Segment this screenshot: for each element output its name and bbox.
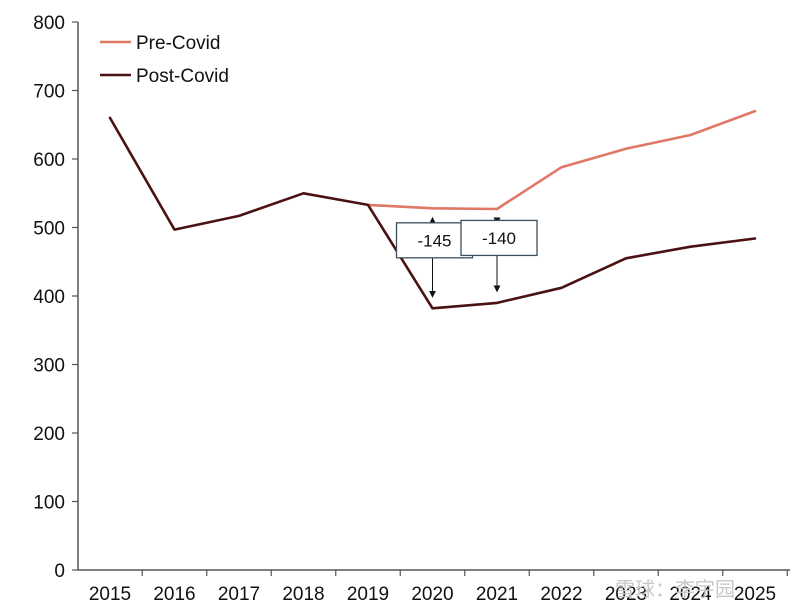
data-point-post-covid [237, 214, 241, 218]
y-tick-label: 700 [33, 82, 65, 103]
x-tick-label: 2020 [411, 584, 453, 605]
x-tick-label: 2018 [282, 584, 324, 605]
legend: Pre-Covid Post-Covid [100, 33, 229, 87]
legend-label-pre-covid: Pre-Covid [136, 33, 220, 54]
x-tick-label: 2023 [605, 584, 647, 605]
series-layer [108, 109, 757, 310]
data-point-pre-covid [560, 165, 564, 169]
y-tick-label: 500 [33, 219, 65, 240]
data-point-pre-covid [753, 109, 757, 113]
x-tick-label: 2025 [734, 584, 776, 605]
y-tick-label: 300 [33, 356, 65, 377]
y-tick-label: 800 [33, 13, 65, 34]
x-tick-label: 2017 [218, 584, 260, 605]
annotation-layer: -145 -140 [395, 216, 538, 298]
annotation-label: -145 [417, 231, 451, 250]
data-point-pre-covid [495, 207, 499, 211]
x-tick-label: 2022 [540, 584, 582, 605]
data-point-post-covid [495, 301, 499, 305]
legend-item-pre-covid: Pre-Covid [100, 33, 220, 54]
watermark-text: 雪球：李宇园 [615, 577, 735, 601]
y-tick-label: 400 [33, 287, 65, 308]
data-point-pre-covid [624, 147, 628, 151]
data-point-post-covid [689, 245, 693, 249]
y-tick-label: 600 [33, 150, 65, 171]
y-tick-label: 200 [33, 424, 65, 445]
y-tick-label: 100 [33, 493, 65, 514]
y-tick-label: 0 [54, 561, 65, 582]
y-ticks: 0 100 200 300 400 500 600 700 800 [33, 13, 78, 582]
legend-item-post-covid: Post-Covid [100, 66, 229, 87]
annotation-box [460, 219, 538, 257]
data-point-post-covid [560, 286, 564, 290]
data-point-post-covid [753, 236, 757, 240]
x-tick-label: 2019 [347, 584, 389, 605]
x-tick-label: 2024 [669, 584, 712, 605]
data-point-pre-covid [689, 133, 693, 137]
series-line-post-covid [108, 116, 757, 310]
data-point-post-covid [431, 306, 435, 310]
x-tick-label: 2021 [476, 584, 518, 605]
axes [77, 22, 790, 571]
data-point-post-covid [366, 203, 370, 207]
series-line-pre-covid [366, 109, 757, 211]
data-point-post-covid [173, 228, 177, 232]
data-point-post-covid [108, 116, 112, 120]
annotation-label: -140 [482, 229, 516, 248]
annotation-box [395, 222, 474, 259]
data-point-post-covid [624, 256, 628, 260]
legend-label-post-covid: Post-Covid [136, 66, 229, 87]
x-ticks: 2015 2016 2017 2018 2019 2020 2021 2022 2023 2024… [89, 570, 788, 605]
x-tick-label: 2016 [153, 584, 195, 605]
data-point-pre-covid [431, 206, 435, 210]
x-tick-label: 2015 [89, 584, 131, 605]
data-point-post-covid [302, 191, 306, 195]
